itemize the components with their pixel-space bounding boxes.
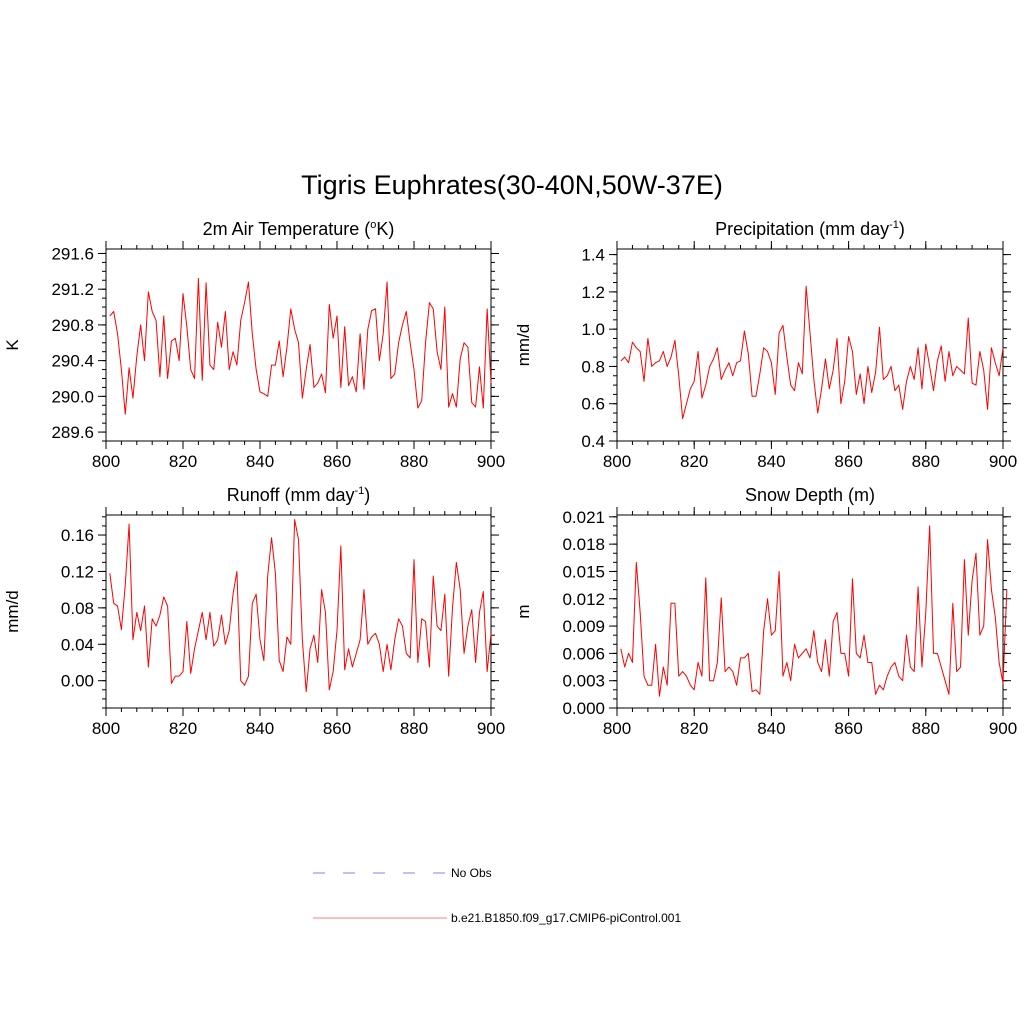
series-line-runoff [109,519,492,693]
y-tick-label: 1.0 [581,320,605,339]
y-tick-label: 0.04 [61,635,94,654]
y-tick-label: 0.8 [581,357,605,376]
figure-title: Tigris Euphrates(30-40N,50W-37E) [301,170,723,200]
panel-title-air-temperature: 2m Air Temperature (oK) [203,219,395,239]
plot-frame-air-temperature [105,248,492,442]
panel-title-precipitation: Precipitation (mm day-1) [715,219,905,239]
y-axis-label-air-temperature: K [3,339,22,351]
x-tick-label: 800 [603,719,631,738]
y-tick-label: 0.6 [581,395,605,414]
y-tick-label: 0.4 [581,432,605,451]
y-tick-label: 0.006 [562,644,605,663]
y-tick-label: 0.000 [562,699,605,718]
panel-runoff: Runoff (mm day-1) mm/d 800 820 840 860 880 900 0… [3,485,505,738]
series-line-snow-depth [620,525,1008,697]
x-tick-label: 820 [169,719,197,738]
y-tick-label: 0.003 [562,672,605,691]
x-tick-label: 840 [757,719,785,738]
y-axis-label-snow-depth: m [514,604,533,618]
y-axis-label-runoff: mm/d [3,590,22,633]
x-tick-label: 820 [169,452,197,471]
y-tick-label: 0.08 [61,599,94,618]
x-tick-label: 900 [989,719,1017,738]
y-tick-label: 291.2 [51,280,94,299]
x-tick-label: 820 [680,719,708,738]
y-tick-label: 290.0 [51,387,94,406]
legend: No Obs b.e21.B1850.f09_g17.CMIP6-piContr… [313,866,681,925]
y-tick-label: 0.009 [562,617,605,636]
x-tick-label: 840 [246,452,274,471]
x-tick-label: 900 [989,452,1017,471]
y-tick-label: 0.018 [562,535,605,554]
panel-air-temperature: 2m Air Temperature (oK) K 800 820 840 860 880 9… [3,219,505,471]
x-tick-label: 880 [400,452,428,471]
y-tick-label: 289.6 [51,423,94,442]
panel-title-runoff: Runoff (mm day-1) [227,485,371,505]
y-tick-label: 0.012 [562,590,605,609]
series-line-precipitation [620,285,1004,420]
y-tick-label: 1.4 [581,246,605,265]
x-tick-label: 840 [757,452,785,471]
series-line-air-temperature [109,277,492,415]
y-tick-label: 1.2 [581,283,605,302]
x-tick-label: 840 [246,719,274,738]
panel-snow-depth: Snow Depth (m) m 800 820 840 860 880 900 0.000 0.… [514,485,1017,738]
x-tick-label: 820 [680,452,708,471]
plot-frame-runoff [105,514,492,709]
x-tick-label: 860 [323,452,351,471]
panel-precipitation: Precipitation (mm day-1) mm/d 800 820 840 860… [514,219,1017,471]
x-tick-label: 860 [834,452,862,471]
x-tick-label: 880 [912,452,940,471]
legend-label-no-obs: No Obs [451,866,492,880]
legend-label-model: b.e21.B1850.f09_g17.CMIP6-piControl.001 [451,911,681,925]
plot-frame-precipitation [616,248,1004,442]
y-tick-label: 0.00 [61,672,94,691]
x-tick-label: 860 [834,719,862,738]
x-tick-label: 900 [477,452,505,471]
x-tick-label: 900 [477,719,505,738]
y-tick-label: 0.12 [61,562,94,581]
x-tick-label: 880 [400,719,428,738]
panel-title-snow-depth: Snow Depth (m) [745,485,875,505]
plot-frame-snow-depth [616,514,1004,709]
y-tick-label: 0.16 [61,526,94,545]
y-tick-label: 290.8 [51,316,94,335]
y-axis-label-precipitation: mm/d [514,324,533,367]
y-tick-label: 290.4 [51,352,94,371]
x-tick-label: 800 [92,452,120,471]
y-tick-label: 291.6 [51,244,94,263]
y-tick-label: 0.021 [562,508,605,527]
x-tick-label: 800 [603,452,631,471]
x-tick-label: 800 [92,719,120,738]
x-tick-label: 880 [912,719,940,738]
x-tick-label: 860 [323,719,351,738]
y-tick-label: 0.015 [562,562,605,581]
